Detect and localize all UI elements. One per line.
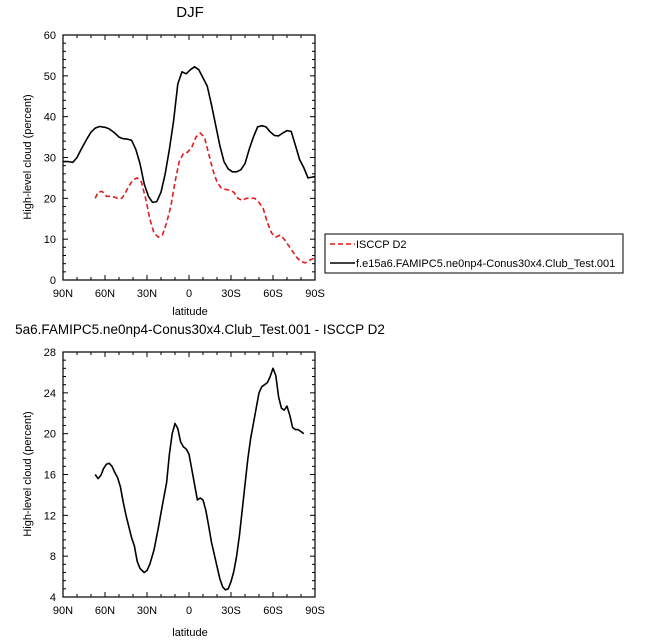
panel-top-xtick-label: 90S	[305, 288, 325, 300]
panel-top-ylabel: High-level cloud (percent)	[22, 94, 34, 219]
panel-top: DJF 90N 60N 30N 0 30S 60S 90S 0 10 20 30 40 50 60 lat…	[22, 4, 325, 318]
legend-label-model: f.e15a6.FAMIPC5.ne0np4-Conus30x4.Club_Te…	[356, 258, 615, 270]
panel-bottom-ytick-label: 28	[44, 347, 56, 359]
panel-bottom-ytick-label: 4	[50, 592, 56, 604]
panel-top-xtick-label: 30N	[137, 288, 157, 300]
panel-top-series-1-line	[63, 66, 316, 204]
panel-bottom-plot-area: 90N 60N 30N 0 30S 60S 90S 4 8 12 16 20 24 28	[44, 347, 325, 617]
panel-top-xlabel: latitude	[172, 306, 207, 318]
panel-top-xtick-label: 0	[186, 288, 192, 300]
panel-top-xtick-label: 30S	[221, 288, 241, 300]
panel-bottom-ytick-label: 12	[44, 510, 56, 522]
panel-bottom: 5a6.FAMIPC5.ne0np4-Conus30x4.Club_Test.0…	[15, 322, 385, 639]
panel-bottom-xtick-label: 90N	[53, 605, 73, 617]
panel-bottom-series-0-line	[94, 367, 305, 591]
panel-top-plot-area: 90N 60N 30N 0 30S 60S 90S 0 10 20 30 40 50 60	[44, 30, 325, 300]
panel-bottom-xtick-label: 30S	[221, 605, 241, 617]
panel-bottom-xtick-label: 60S	[263, 605, 283, 617]
panel-top-ytick-label: 60	[44, 30, 56, 42]
panel-top-ytick-label: 40	[44, 112, 56, 124]
panel-bottom-ytick-label: 16	[44, 470, 56, 482]
panel-top-title: DJF	[176, 4, 204, 21]
panel-bottom-ytick-label: 24	[44, 388, 56, 400]
panel-top-xtick-label: 60S	[263, 288, 283, 300]
legend-box	[324, 233, 624, 274]
panel-top-ytick-label: 20	[44, 193, 56, 205]
panel-bottom-ylabel: High-level cloud (percent)	[22, 411, 34, 536]
legend: ISCCP D2 f.e15a6.FAMIPC5.ne0np4-Conus30x…	[324, 233, 624, 274]
panel-top-ytick-label: 10	[44, 234, 56, 246]
legend-label-isccp: ISCCP D2	[356, 239, 407, 251]
panel-bottom-ytick-label: 20	[44, 429, 56, 441]
panel-bottom-xtick-label: 0	[186, 605, 192, 617]
panel-bottom-xtick-label: 60N	[95, 605, 115, 617]
panel-bottom-title: 5a6.FAMIPC5.ne0np4-Conus30x4.Club_Test.0…	[15, 322, 385, 337]
panel-top-series-0-line	[94, 132, 314, 264]
panel-top-xtick-label: 90N	[53, 288, 73, 300]
panel-top-ytick-label: 50	[44, 71, 56, 83]
panel-bottom-ytick-label: 8	[50, 551, 56, 563]
panel-top-ytick-label: 30	[44, 153, 56, 165]
panel-top-ytick-label: 0	[50, 275, 56, 287]
panel-bottom-xtick-label: 90S	[305, 605, 325, 617]
panel-top-xtick-label: 60N	[95, 288, 115, 300]
panel-bottom-xlabel: latitude	[172, 627, 207, 639]
panel-bottom-xtick-label: 30N	[137, 605, 157, 617]
